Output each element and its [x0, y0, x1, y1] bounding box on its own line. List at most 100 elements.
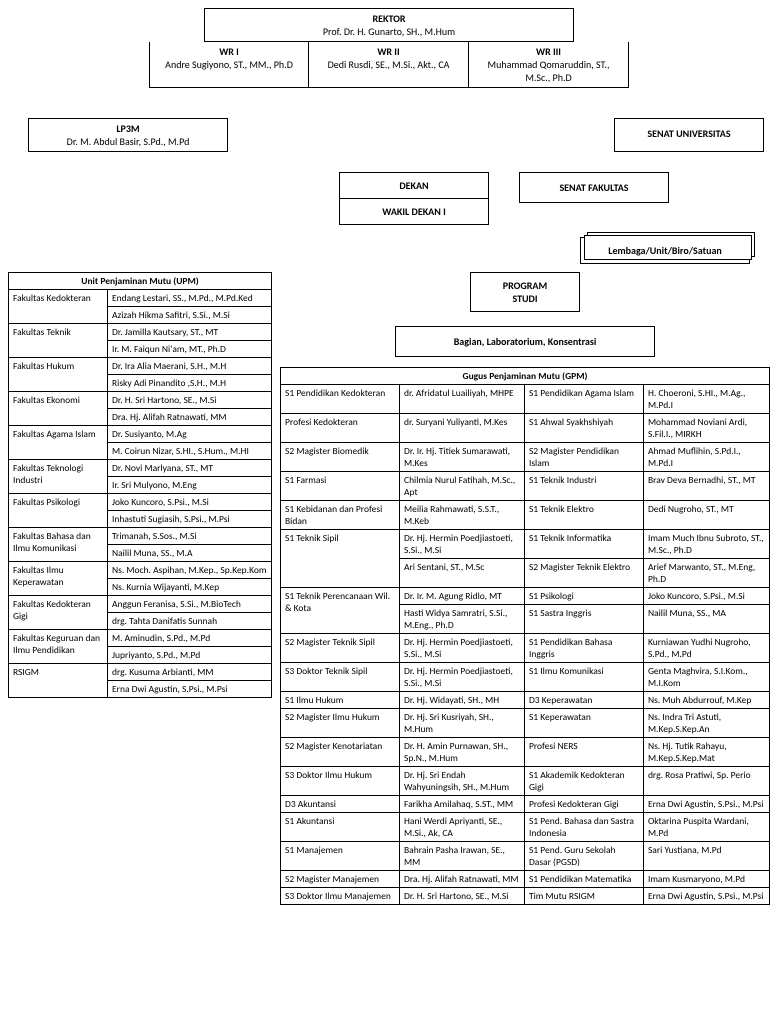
wr2-name: Dedi Rusdi, SE., M.Si., Akt., CA: [315, 58, 462, 71]
upm-name-cell: Dr. Susiyanto, M.Ag: [108, 426, 272, 443]
gpm-prog-cell: S2 Magister Teknik Sipil: [281, 634, 400, 663]
rektor-name: Prof. Dr. H. Gunarto, SH., M.Hum: [211, 25, 567, 38]
upm-name-cell: Dr. Jamilla Kautsary, ST., MT: [108, 324, 272, 341]
lp3m-name: Dr. M. Abdul Basir, S.Pd., M.Pd: [35, 135, 221, 148]
gpm-cell: Dr. Hj. Widayati, SH., MH: [400, 692, 525, 709]
org-chart-top: REKTOR Prof. Dr. H. Gunarto, SH., M.Hum …: [8, 8, 770, 264]
gpm-prog-cell: S2 Magister Manajemen: [281, 871, 400, 888]
upm-name-cell: Dr. Novi Marlyana, ST., MT: [108, 460, 272, 477]
gpm-prog-cell: S2 Magister Biomedik: [281, 443, 400, 472]
wr1-box: WR I Andre Sugiyono, ST., MM., Ph.D: [149, 42, 309, 88]
gpm-prog-cell: S1 Ilmu Hukum: [281, 692, 400, 709]
gpm-cell: S1 Pendidikan Bahasa Inggris: [524, 634, 643, 663]
gpm-cell: Tim Mutu RSIGM: [524, 888, 643, 905]
gpm-cell: Ari Sentani, ST., M.Sc: [400, 559, 525, 588]
upm-faculty-cell: Fakultas Psikologi: [9, 494, 108, 528]
gpm-cell: Erna Dwi Agustin, S.Psi., M.Psi: [643, 888, 769, 905]
row2: LP3M Dr. M. Abdul Basir, S.Pd., M.Pd SEN…: [8, 118, 770, 152]
upm-name-cell: Jupriyanto, S.Pd., M.Pd: [108, 647, 272, 664]
gpm-cell: Hani Werdi Apriyanti, SE., M.Si., Ak, CA: [400, 813, 525, 842]
program-studi-box: PROGRAMSTUDI: [470, 272, 580, 312]
lp3m-title: LP3M: [35, 122, 221, 135]
gpm-cell: dr. Afridatul Luailiyah, MHPE: [400, 385, 525, 414]
rektor-box: REKTOR Prof. Dr. H. Gunarto, SH., M.Hum: [204, 8, 574, 42]
gpm-prog-cell: S1 Manajemen: [281, 842, 400, 871]
gpm-cell: S1 Pend. Bahasa dan Sastra Indonesia: [524, 813, 643, 842]
gpm-prog-cell: D3 Akuntansi: [281, 796, 400, 813]
upm-faculty-cell: Fakultas Teknik: [9, 324, 108, 358]
gpm-prog-cell: S3 Doktor Ilmu Hukum: [281, 767, 400, 796]
upm-faculty-cell: Fakultas Ekonomi: [9, 392, 108, 426]
gpm-cell: S1 Ahwal Syakhshiyah: [524, 414, 643, 443]
dekan-box: DEKAN: [339, 172, 489, 199]
gpm-cell: Ns. Indra Tri Astuti, M.Kep.S.Kep.An: [643, 709, 769, 738]
gpm-cell: Imam Much Ibnu Subroto, ST., M.Sc., Ph.D: [643, 530, 769, 559]
gpm-prog-cell: S1 Kebidanan dan Profesi Bidan: [281, 501, 400, 530]
senat-univ-box: SENAT UNIVERSITAS: [614, 118, 764, 152]
program-studi-label: PROGRAMSTUDI: [477, 279, 573, 305]
gpm-prog-cell: S2 Magister Ilmu Hukum: [281, 709, 400, 738]
gpm-cell: Ahmad Muflihin, S.Pd.I., M.Pd.I: [643, 443, 769, 472]
wr-row: WR I Andre Sugiyono, ST., MM., Ph.D WR I…: [8, 42, 770, 88]
gpm-cell: Sari Yustiana, M.Pd: [643, 842, 769, 871]
gpm-cell: Imam Kusmaryono, M.Pd: [643, 871, 769, 888]
right-column: PROGRAMSTUDI Bagian, Laboratorium, Konse…: [280, 272, 770, 905]
upm-table: Unit Penjaminan Mutu (UPM) Fakultas Kedo…: [8, 272, 272, 698]
gpm-cell: Profesi NERS: [524, 738, 643, 767]
wr2-box: WR II Dedi Rusdi, SE., M.Si., Akt., CA: [309, 42, 469, 88]
upm-name-cell: Trimanah, S.Sos., M.Si: [108, 528, 272, 545]
upm-faculty-cell: Fakultas Kedokteran: [9, 290, 108, 324]
upm-faculty-cell: RSIGM: [9, 664, 108, 698]
gpm-cell: Hasti Widya Samratri, S.Si., M.Eng., Ph.…: [400, 605, 525, 634]
gpm-cell: Dr. Hj. Hermin Poedjiastoeti, S.Si., M.S…: [400, 663, 525, 692]
wr3-box: WR III Muhammad Qomaruddin, ST., M.Sc., …: [469, 42, 629, 88]
upm-name-cell: Ir. Sri Mulyono, M.Eng: [108, 477, 272, 494]
upm-name-cell: Ns. Moch. Aspihan, M.Kep., Sp.Kep.Kom: [108, 562, 272, 579]
gpm-cell: Meilia Rahmawati, S.S.T., M.Keb: [400, 501, 525, 530]
gpm-cell: S2 Magister Teknik Elektro: [524, 559, 643, 588]
gpm-cell: D3 Keperawatan: [524, 692, 643, 709]
upm-name-cell: M. Coirun Nizar, S.HI., S.Hum., M.HI: [108, 443, 272, 460]
upm-faculty-cell: Fakultas Kedokteran Gigi: [9, 596, 108, 630]
upm-name-cell: M. Aminudin, S.Pd., M.Pd: [108, 630, 272, 647]
lp3m-box: LP3M Dr. M. Abdul Basir, S.Pd., M.Pd: [28, 118, 228, 152]
gpm-cell: H. Choeroni, S.HI., M.Ag., M.Pd.I: [643, 385, 769, 414]
gpm-cell: S1 Pend. Guru Sekolah Dasar (PGSD): [524, 842, 643, 871]
gpm-cell: Dr. Hj. Hermin Poedjiastoeti, S.Si., M.S…: [400, 634, 525, 663]
gpm-cell: Dr. Ir. Hj. Titiek Sumarawati, M.Kes: [400, 443, 525, 472]
gpm-table: Gugus Penjaminan Mutu (GPM) S1 Pendidika…: [280, 367, 770, 905]
gpm-prog-cell: S1 Teknik Perencanaan Wil. & Kota: [281, 588, 400, 634]
wr3-name: Muhammad Qomaruddin, ST., M.Sc., Ph.D: [475, 58, 622, 84]
lembaga-box: Lembaga/Unit/Biro/Satuan: [580, 237, 750, 264]
gpm-cell: Mohammad Noviani Ardi, S.Fil.I., MIRKH: [643, 414, 769, 443]
gpm-cell: S1 Sastra Inggris: [524, 605, 643, 634]
gpm-cell: S1 Keperawatan: [524, 709, 643, 738]
gpm-cell: Chilmia Nurul Fatihah, M.Sc., Apt: [400, 472, 525, 501]
gpm-cell: Joko Kuncoro, S.Psi., M.Si: [643, 588, 769, 605]
upm-name-cell: Erna Dwi Agustin, S.Psi., M.Psi: [108, 681, 272, 698]
upm-name-cell: Risky Adi Pinandito ,S.H., M.H: [108, 375, 272, 392]
upm-name-cell: drg. Kusuma Arbianti, MM: [108, 664, 272, 681]
gpm-cell: Brav Deva Bernadhi, ST., MT: [643, 472, 769, 501]
wr1-title: WR I: [156, 45, 302, 58]
gpm-cell: Dr. Hj. Hermin Poedjiastoeti, S.Si., M.S…: [400, 530, 525, 559]
gpm-cell: S1 Akademik Kedokteran Gigi: [524, 767, 643, 796]
gpm-cell: S2 Magister Pendidikan Islam: [524, 443, 643, 472]
gpm-cell: S1 Psikologi: [524, 588, 643, 605]
gpm-cell: drg. Rosa Pratiwi, Sp. Perio: [643, 767, 769, 796]
upm-name-cell: drg. Tahta Danifatis Sunnah: [108, 613, 272, 630]
gpm-prog-cell: Profesi Kedokteran: [281, 414, 400, 443]
gpm-cell: Dr. Hj. Sri Kusriyah, SH., M.Hum: [400, 709, 525, 738]
gpm-cell: Arief Marwanto, ST., M.Eng, Ph.D: [643, 559, 769, 588]
gpm-prog-cell: S3 Doktor Teknik Sipil: [281, 663, 400, 692]
wakil-dekan-box: WAKIL DEKAN I: [339, 199, 489, 225]
gpm-cell: S1 Teknik Industri: [524, 472, 643, 501]
gpm-cell: Bahrain Pasha Irawan, SE., MM: [400, 842, 525, 871]
gpm-cell: Ns. Hj. Tutik Rahayu, M.Kep.S.Kep.Mat: [643, 738, 769, 767]
gpm-cell: Ns. Muh Abdurrouf, M.Kep: [643, 692, 769, 709]
senat-fak-box: SENAT FAKULTAS: [519, 172, 669, 203]
gpm-cell: S1 Pendidikan Matematika: [524, 871, 643, 888]
gpm-prog-cell: S1 Teknik Sipil: [281, 530, 400, 588]
upm-name-cell: Ns. Kurnia Wijayanti, M.Kep: [108, 579, 272, 596]
gpm-cell: Kurniawan Yudhi Nugroho, S.Pd., M.Pd: [643, 634, 769, 663]
